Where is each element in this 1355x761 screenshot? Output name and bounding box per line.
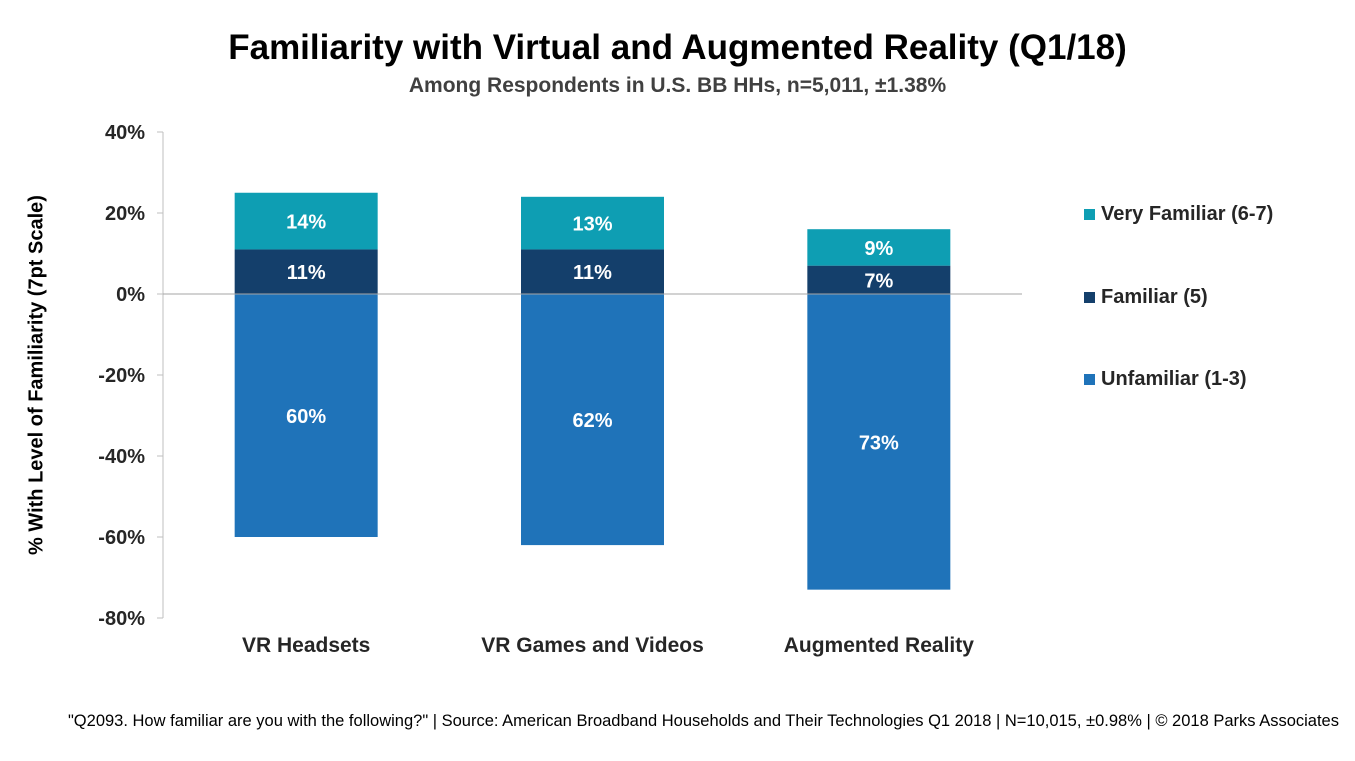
data-label: 9% (864, 238, 893, 260)
legend-item-very-familiar: Very Familiar (6-7) (1084, 203, 1273, 226)
y-tick-label: -60% (98, 527, 145, 549)
data-label: 62% (572, 410, 612, 432)
data-label: 73% (859, 432, 899, 454)
legend-label-very-familiar: Very Familiar (6-7) (1101, 203, 1274, 225)
x-tick-label: VR Games and Videos (481, 634, 704, 657)
bar-segment (234, 294, 378, 537)
data-label: 60% (286, 406, 326, 428)
chart-subtitle: Among Respondents in U.S. BB HHs, n=5,01… (408, 74, 947, 97)
chart-title: Familiarity with Virtual and Augmented R… (228, 28, 1127, 67)
legend-swatch-familiar (1084, 292, 1095, 303)
data-label: 14% (286, 212, 326, 234)
bar-segment (807, 294, 951, 590)
data-label: 11% (573, 262, 612, 284)
bar-segment (807, 265, 951, 294)
legend-label-unfamiliar: Unfamiliar (1-3) (1101, 368, 1247, 390)
bar-segment (807, 229, 951, 266)
y-tick-label: -20% (98, 365, 145, 387)
legend-item-familiar: Familiar (5) (1084, 286, 1208, 309)
bar-segment (521, 294, 664, 546)
data-label: 13% (572, 214, 612, 236)
legend-swatch-unfamiliar (1084, 374, 1095, 385)
bar-segment (521, 196, 664, 250)
x-tick-label: Augmented Reality (784, 634, 975, 657)
legend-item-unfamiliar: Unfamiliar (1-3) (1084, 368, 1247, 391)
bar-segment (234, 249, 378, 294)
y-tick-label: 0% (116, 284, 145, 306)
bar-segment (234, 192, 378, 250)
y-tick-label: 20% (105, 203, 145, 225)
data-label: 7% (864, 270, 893, 292)
data-label: 11% (287, 262, 326, 284)
x-tick-label: VR Headsets (242, 634, 370, 657)
y-tick-label: -40% (98, 446, 145, 468)
y-tick-label: 40% (105, 122, 145, 144)
source-note: "Q2093. How familiar are you with the fo… (67, 712, 1339, 730)
bar-segment (521, 249, 664, 294)
y-tick-label: -80% (98, 608, 145, 630)
legend-label-familiar: Familiar (5) (1101, 286, 1208, 308)
legend-swatch-very-familiar (1084, 209, 1095, 220)
